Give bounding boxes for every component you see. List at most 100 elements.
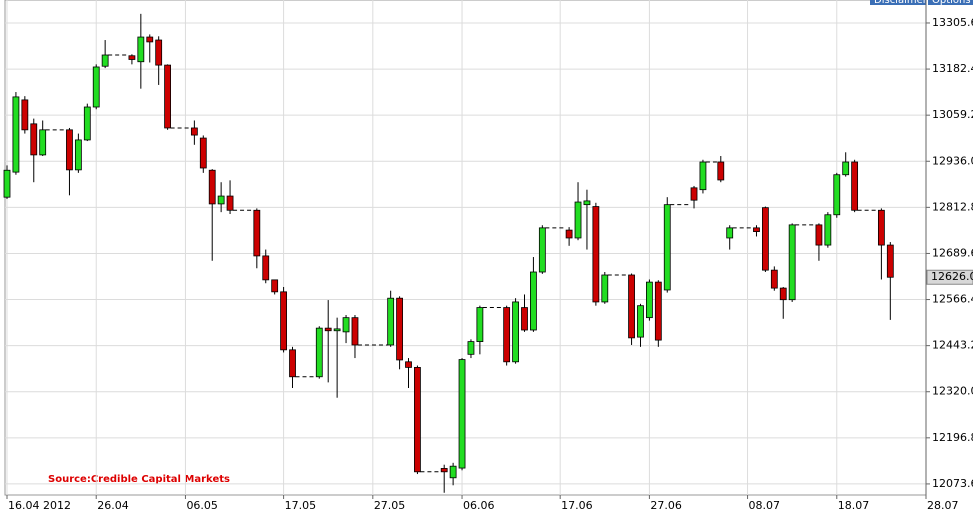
candle-body (128, 55, 136, 60)
header-button-label: Options (932, 0, 971, 6)
candle-body (74, 139, 82, 171)
x-tick-label: 16.04 2012 (8, 499, 71, 512)
candle-body (387, 297, 395, 346)
candle-body (842, 161, 850, 176)
y-tick-label: 12073.6 (932, 477, 973, 490)
candle-body (565, 229, 573, 239)
candle-body (190, 127, 198, 136)
candle-body (815, 224, 823, 246)
candle-body (342, 317, 350, 333)
last-price-box (926, 269, 973, 285)
candle-body (449, 465, 457, 479)
candle-body (155, 39, 163, 66)
candle-body (690, 187, 698, 201)
candle-body (699, 161, 707, 191)
candle-body (324, 327, 332, 332)
candle-body (726, 227, 734, 239)
x-tick-label: 26.04 (97, 499, 129, 512)
x-tick-label: 06.05 (186, 499, 218, 512)
x-tick-label: 28.07 (927, 499, 959, 512)
candle-body (646, 281, 653, 319)
y-tick-label: 12566.4 (932, 293, 973, 306)
candle-body (833, 174, 841, 216)
y-tick-label: 12812.8 (932, 200, 973, 213)
header-button[interactable] (928, 0, 973, 5)
candle-body (333, 328, 341, 332)
candle-body (289, 349, 296, 378)
x-tick-label: 18.07 (838, 499, 870, 512)
candle-body (3, 169, 11, 198)
candle-body (280, 291, 287, 351)
candle-body (592, 206, 600, 303)
candle-body (467, 341, 475, 355)
y-tick-label: 12689.6 (932, 246, 973, 259)
y-tick-label: 12196.8 (932, 431, 973, 444)
candle-body (877, 209, 885, 246)
candle-body (458, 359, 466, 469)
x-tick-label: 17.05 (285, 499, 317, 512)
candle-body (253, 209, 261, 257)
candle-body (30, 123, 38, 156)
candle-body (521, 307, 528, 331)
candle-body (574, 201, 582, 239)
y-tick-label: 13305.6 (932, 16, 973, 29)
candle-body (538, 227, 546, 273)
candle-body (199, 137, 207, 169)
candle-body (654, 281, 662, 341)
last-price-label: 12626.0 (931, 270, 973, 283)
candle-body (208, 169, 216, 205)
candle-body (66, 129, 73, 171)
y-tick-label: 13059.2 (932, 108, 973, 121)
candle-body (717, 161, 725, 181)
candle-body (628, 274, 635, 339)
candle-body (601, 274, 609, 303)
candle-body (396, 297, 403, 361)
candle-body (12, 96, 20, 173)
source-annotation: Source:Credible Capital Markets (48, 474, 230, 485)
candle-body (262, 255, 270, 281)
candle-body (315, 327, 323, 378)
y-tick-label: 12936.0 (932, 154, 973, 167)
candle-body (761, 207, 769, 271)
candle-body (851, 161, 859, 211)
candle-body (271, 279, 279, 293)
candle-body (414, 367, 421, 473)
x-tick-label: 17.06 (561, 499, 593, 512)
candle-body (351, 317, 359, 346)
candle-body (440, 468, 448, 473)
candle-body (83, 106, 91, 141)
candle-body (226, 195, 234, 211)
candle-body (663, 204, 671, 291)
y-tick-label: 12320.0 (932, 385, 973, 398)
candle-body (405, 361, 412, 368)
x-tick-label: 27.06 (650, 499, 682, 512)
candle-body (637, 305, 644, 338)
candle-body (770, 269, 778, 289)
header-button-label: Disclaimer (874, 0, 928, 6)
candle-body (21, 99, 29, 131)
candle-body (217, 195, 225, 205)
candle-body (512, 301, 519, 363)
candle-body (476, 307, 484, 342)
y-tick-label: 13182.4 (932, 62, 973, 75)
candle-body (753, 227, 760, 232)
candle-body (92, 66, 100, 108)
candle-body (503, 307, 511, 363)
candle-body (886, 244, 894, 278)
candle-body (137, 36, 145, 63)
header-buttons: Disclaimer Options (870, 0, 973, 6)
candle-body (530, 271, 537, 331)
x-tick-label: 27.05 (374, 499, 406, 512)
header-button[interactable] (870, 0, 926, 5)
candle-body (164, 64, 172, 129)
candle-body (39, 129, 47, 156)
candle-body (146, 36, 154, 43)
candle-body (583, 200, 591, 206)
candle-body (779, 287, 787, 301)
candle-body (788, 224, 796, 301)
candle-body (824, 214, 832, 246)
y-tick-label: 12443.2 (932, 339, 973, 352)
x-tick-label: 08.07 (749, 499, 781, 512)
